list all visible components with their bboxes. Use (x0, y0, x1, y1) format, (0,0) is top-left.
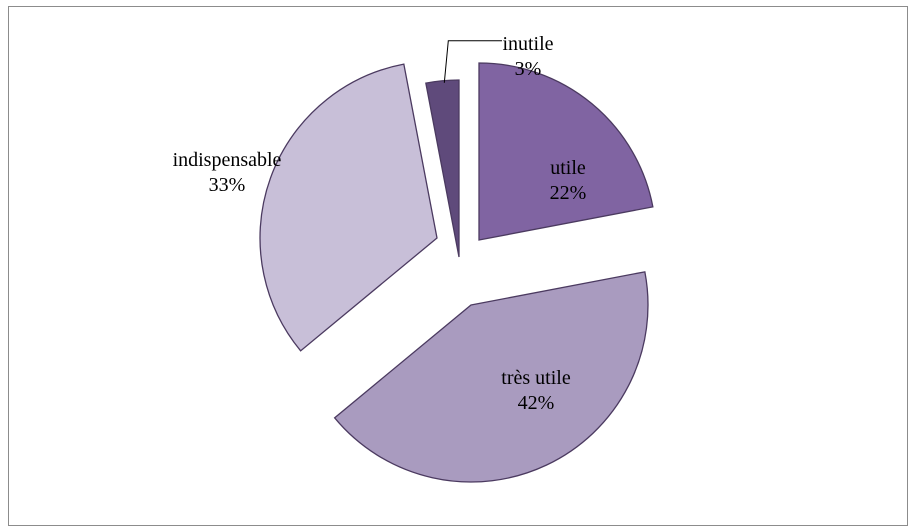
slice-data-label: indispensable 33% (173, 149, 282, 196)
pie-slice-inutile (425, 79, 460, 258)
pie-slice-utile (478, 62, 654, 241)
slice-data-label: très utile 42% (501, 367, 571, 414)
leader-line (443, 40, 502, 83)
pie-slice-indispensable (259, 63, 438, 352)
chart-area: utile 22% très utile 42% indispensable 33% inu… (8, 6, 908, 526)
pie-chart: utile 22% très utile 42% indispensable 33% inu… (173, 33, 654, 483)
pie-slice-trs-utile (333, 271, 649, 483)
slice-data-label: inutile 3% (502, 33, 553, 80)
slice-data-label: utile 22% (550, 157, 587, 204)
